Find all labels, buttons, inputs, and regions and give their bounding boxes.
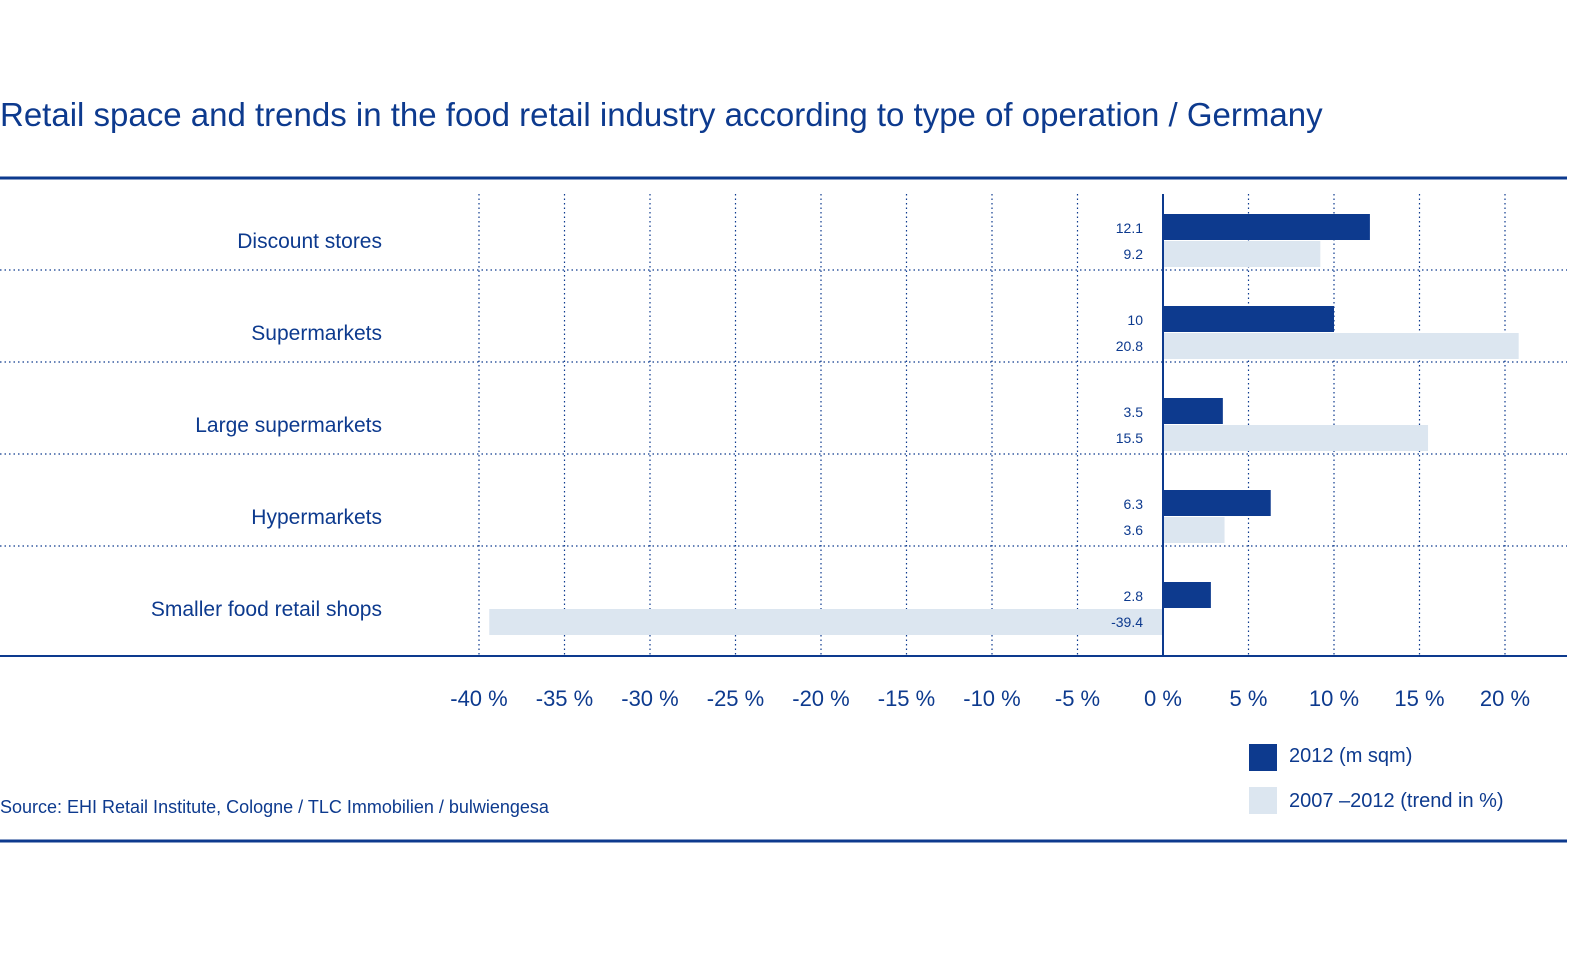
data-label-trend: -39.4	[1111, 614, 1143, 630]
bar-2012	[1163, 214, 1370, 240]
data-label-2012: 12.1	[1116, 220, 1143, 236]
x-tick-label: -35 %	[536, 686, 593, 711]
legend-swatch-2012	[1249, 744, 1277, 771]
chart-title: Retail space and trends in the food reta…	[0, 96, 1323, 133]
bar-2012	[1163, 490, 1271, 516]
axes	[0, 176, 1567, 843]
category-label: Hypermarkets	[251, 506, 382, 529]
x-tick-label: 10 %	[1309, 686, 1359, 711]
data-label-trend: 15.5	[1116, 430, 1143, 446]
category-label: Smaller food retail shops	[151, 598, 382, 621]
x-tick-label: -15 %	[878, 686, 935, 711]
legend-label-trend: 2007 –2012 (trend in %)	[1289, 790, 1504, 812]
bar-2012	[1163, 306, 1334, 332]
category-label: Discount stores	[237, 230, 382, 253]
data-label-2012: 3.5	[1124, 404, 1144, 420]
bar-trend	[1163, 517, 1225, 543]
data-label-trend: 3.6	[1124, 522, 1144, 538]
x-tick-label: -40 %	[450, 686, 507, 711]
x-tick-label: 20 %	[1480, 686, 1530, 711]
x-tick-label: 0 %	[1144, 686, 1182, 711]
bar-trend	[1163, 425, 1429, 451]
category-label: Supermarkets	[251, 322, 382, 345]
legend: 2012 (m sqm) 2007 –2012 (trend in %)	[1249, 744, 1504, 814]
legend-label-2012: 2012 (m sqm)	[1289, 745, 1412, 767]
x-tick-label: -20 %	[792, 686, 849, 711]
labels: -40 % -35 % -30 % -25 % -20 % -15 % -10 % -5 % 0…	[151, 220, 1530, 711]
legend-swatch-trend	[1249, 787, 1277, 814]
x-tick-label: 5 %	[1230, 686, 1268, 711]
bar-trend	[1163, 333, 1519, 359]
x-tick-label: -5 %	[1055, 686, 1100, 711]
x-tick-label: -25 %	[707, 686, 764, 711]
data-label-trend: 9.2	[1124, 246, 1144, 262]
x-tick-label: -30 %	[621, 686, 678, 711]
category-label: Large supermarkets	[195, 414, 382, 437]
data-label-2012: 6.3	[1124, 496, 1144, 512]
bar-2012	[1163, 398, 1223, 424]
bar-2012	[1163, 582, 1211, 608]
data-label-2012: 2.8	[1124, 588, 1144, 604]
bars	[489, 214, 1519, 635]
data-label-trend: 20.8	[1116, 338, 1143, 354]
source-note: Source: EHI Retail Institute, Cologne / …	[0, 797, 549, 817]
data-label-2012: 10	[1127, 312, 1143, 328]
bar-trend	[489, 609, 1163, 635]
x-tick-label: 15 %	[1394, 686, 1444, 711]
bar-trend	[1163, 241, 1321, 267]
x-tick-label: -10 %	[963, 686, 1020, 711]
